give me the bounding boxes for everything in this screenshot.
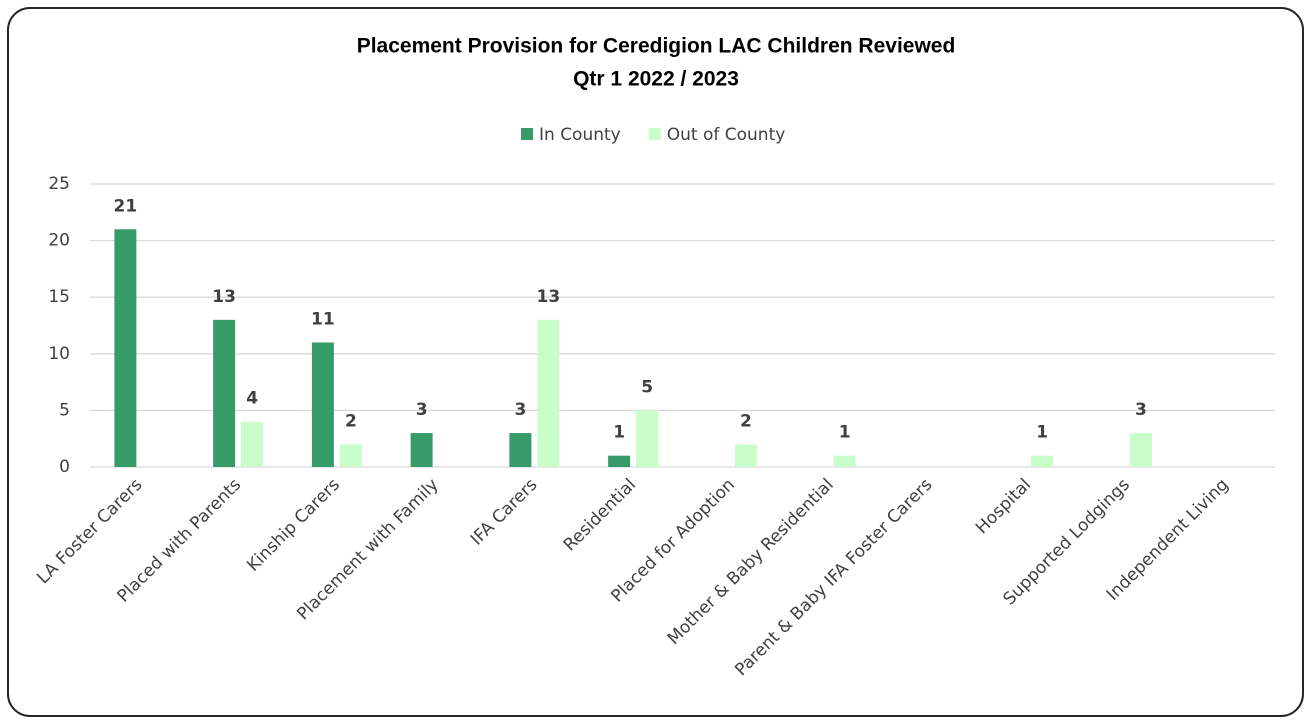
data-label: 2 [740,411,752,431]
legend-swatch [521,128,533,140]
data-label: 13 [537,287,561,307]
data-label: 1 [1036,423,1048,443]
chart-border [7,7,1304,717]
data-label: 1 [839,423,851,443]
data-label: 4 [246,389,258,409]
bar [509,433,532,467]
data-label: 5 [641,377,653,397]
bar [241,421,264,467]
data-label: 21 [114,196,138,216]
data-label: 11 [311,309,335,329]
data-label: 13 [212,287,236,307]
data-label: 3 [514,400,526,420]
bar [339,444,362,467]
bar [1129,433,1152,467]
bar [114,229,137,467]
bar [537,319,560,467]
legend-swatch [648,128,661,140]
data-label: 1 [613,423,625,443]
chart-title: Qtr 1 2022 / 2023 [573,68,739,91]
data-label: 2 [345,411,357,431]
y-tick-label: 25 [48,174,70,194]
bar [608,455,631,467]
chart-title: Placement Provision for Ceredigion LAC C… [357,35,956,58]
bar [213,319,236,467]
legend-label: In County [539,125,621,145]
bar [410,433,433,467]
data-label: 3 [416,400,428,420]
bar [734,444,757,467]
y-tick-label: 20 [48,231,70,251]
y-tick-label: 0 [59,457,70,477]
legend-label: Out of County [667,125,786,145]
data-label: 3 [1135,400,1147,420]
y-tick-label: 10 [48,344,70,364]
bar [1031,455,1054,467]
bar [833,455,856,467]
bar [636,410,659,467]
y-tick-label: 15 [48,287,70,307]
y-tick-label: 5 [59,400,70,420]
bar [311,342,334,467]
